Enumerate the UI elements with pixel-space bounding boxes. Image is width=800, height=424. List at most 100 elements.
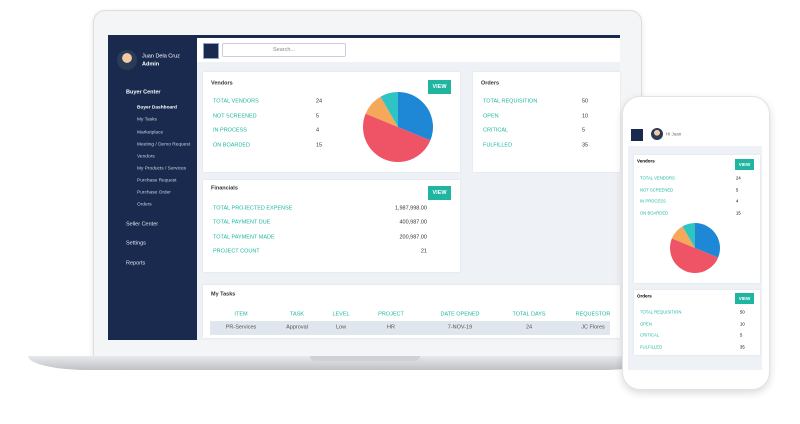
card-title: Vendors	[637, 158, 655, 164]
nav-item: Purchase Request	[137, 178, 177, 184]
nav-section: Reports	[126, 260, 146, 267]
stat-value: 10	[582, 113, 589, 119]
search-box[interactable]: Search...	[222, 43, 346, 57]
stat-value: 200,987.00	[399, 234, 427, 241]
header	[197, 38, 620, 62]
nav-item: Orders	[137, 202, 152, 208]
view-button[interactable]: VIEW	[428, 186, 451, 200]
column-header: TOTAL DAYS	[512, 311, 546, 318]
stat-value: 4	[736, 198, 739, 204]
user-role: Admin	[142, 61, 160, 68]
column-header: PROJECT	[378, 311, 404, 318]
stat-value: 400,987.00	[399, 219, 427, 226]
cell: JC Flores	[581, 324, 605, 331]
stat-label: TOTAL REQUISITION	[483, 98, 538, 105]
stat-value: 15	[736, 210, 741, 215]
nav-item: Buyer Dashboard	[137, 105, 177, 111]
financials-card	[203, 180, 460, 272]
cell: HR	[387, 324, 395, 331]
task-row-bg	[210, 321, 610, 335]
nav-section: Settings	[126, 240, 146, 247]
stat-value: 15	[316, 142, 323, 148]
pie-slice	[695, 223, 720, 258]
laptop-notch	[310, 356, 420, 361]
stat-value: 5	[582, 127, 586, 134]
stat-label: OPEN	[640, 321, 652, 326]
phone-avatar	[651, 128, 663, 140]
stat-label: FULFILLED	[483, 142, 513, 148]
stat-value: 24	[316, 98, 323, 105]
column-header: DATE OPENED	[440, 311, 480, 318]
stat-value: 24	[736, 175, 741, 181]
stat-label: NOT SCREENED	[640, 187, 674, 192]
sidebar	[108, 38, 197, 340]
laptop-base	[28, 356, 662, 370]
stat-label: TOTAL PAYMENT MADE	[213, 234, 275, 241]
nav-item: Meeting / Demo Request	[137, 142, 191, 148]
card-title: Financials	[211, 185, 238, 192]
card-title: Orders	[637, 293, 652, 299]
stat-label: IN PROCESS	[640, 198, 666, 204]
phone-header	[628, 120, 762, 146]
pie-slice	[398, 92, 433, 141]
stat-label: CRITICAL	[483, 127, 509, 134]
top-line	[108, 35, 620, 38]
stat-label: ON BOARDED	[640, 210, 669, 215]
stat-value: 21	[420, 248, 427, 255]
stat-label: CRITICAL	[640, 332, 660, 338]
stat-label: FULFILLED	[640, 344, 663, 349]
card-title: Vendors	[211, 80, 233, 87]
stat-value: 1,987,998.00	[394, 205, 427, 212]
stat-value: 35	[582, 142, 589, 148]
stat-label: OPEN	[483, 113, 499, 119]
greeting: Hi Juan	[666, 131, 682, 137]
view-button[interactable]: VIEW	[428, 80, 451, 94]
cell: PR-Services	[225, 324, 257, 331]
column-header: REQUESTOR	[575, 311, 611, 318]
card-title: Orders	[481, 80, 500, 87]
stat-value: 4	[316, 127, 320, 134]
pie-slice	[670, 238, 719, 273]
stat-label: TOTAL VENDORS	[640, 175, 675, 181]
stat-label: PROJECT COUNT	[213, 248, 260, 255]
stat-label: NOT SCREENED	[213, 113, 257, 119]
pie-slice	[362, 113, 431, 162]
stat-label: IN PROCESS	[213, 127, 247, 134]
stat-label: TOTAL PAYMENT DUE	[213, 219, 271, 226]
column-header: ITEM	[234, 311, 248, 318]
pie-slice	[671, 226, 695, 248]
avatar	[117, 50, 137, 70]
phone-logo	[631, 129, 643, 141]
nav-item: Marketplace	[137, 130, 164, 136]
logo	[203, 43, 219, 59]
stat-label: ON BOARDED	[213, 142, 250, 148]
cell: 7-NOV-19	[447, 324, 473, 331]
stat-label: TOTAL REQUISITION	[640, 309, 682, 315]
stat-value: 5	[740, 332, 743, 338]
cell: Low	[335, 324, 347, 331]
stat-value: 5	[736, 187, 739, 192]
stat-value: 10	[740, 321, 745, 326]
nav-item: My Tasks	[137, 117, 157, 123]
stat-label: TOTAL PROJECTED EXPENSE	[213, 205, 293, 212]
stat-value: 35	[740, 344, 745, 349]
cell: Approval	[286, 324, 308, 331]
pie-slice	[365, 96, 398, 127]
nav-section: Seller Center	[126, 221, 159, 228]
nav-main[interactable]: Buyer Center	[126, 89, 161, 96]
stat-value: 50	[582, 98, 589, 105]
cell: 24	[525, 324, 533, 331]
column-header: LEVEL	[332, 311, 350, 318]
column-header: TASK	[290, 311, 304, 318]
stat-label: TOTAL VENDORS	[213, 98, 259, 105]
nav-item: My Products / Services	[137, 166, 187, 172]
view-button[interactable]: VIEW	[735, 293, 754, 304]
nav-item: Purchase Order	[137, 190, 171, 196]
orders-card	[473, 72, 620, 172]
pie-slice	[682, 223, 695, 248]
view-button[interactable]: VIEW	[735, 159, 754, 170]
nav-item: Vendors	[137, 154, 155, 160]
card-title: My Tasks	[211, 291, 236, 298]
